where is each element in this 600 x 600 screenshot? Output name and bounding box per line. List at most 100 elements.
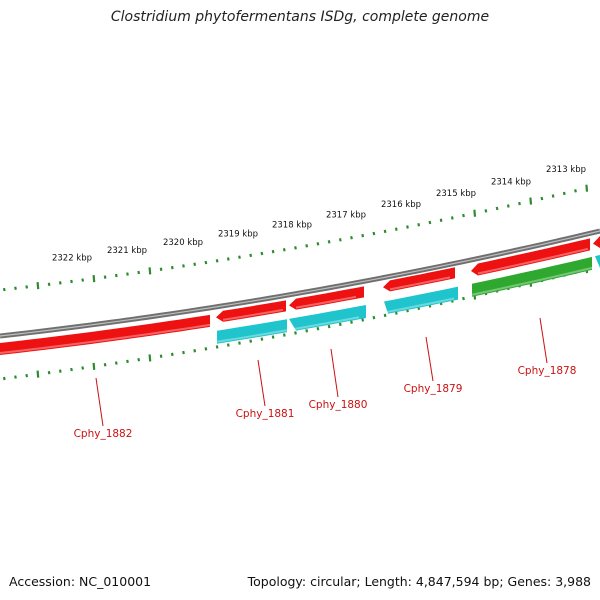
gene-label-leader [257,359,266,407]
scale-tick [215,345,219,349]
scale-labels: 2313 kbp 2314 kbp 2315 kbp 2316 kbp 2317 kbp… [52,165,586,263]
gene-label-leader [95,377,104,427]
gene-label: Cphy_1880 [309,399,368,411]
scale-tick [36,370,40,378]
scale-tick [495,206,499,211]
scale-tick [506,204,510,208]
scale-tick [327,324,331,329]
scale-tick [2,376,6,381]
scale-tick [148,354,152,362]
gene-label: Cphy_1882 [74,428,133,440]
scale-tick [249,339,253,343]
scale-tick [462,296,465,301]
gene-label-leader [330,348,339,398]
gene-reverse-shade [216,329,288,343]
scale-tick [383,313,387,318]
scale-tick [114,361,118,365]
gene-forward [593,236,600,248]
scale-tick [260,251,264,256]
scale-tick [126,272,129,276]
scale-tick [518,201,521,206]
scale-tick [551,194,555,198]
scale-tick [529,197,533,205]
scale-tick [2,287,6,292]
scale-label: 2314 kbp [491,177,531,187]
scale-tick [271,249,275,254]
scale-tick [193,262,197,266]
scale-tick [260,337,264,341]
scale-tick [215,259,219,263]
scale-tick [540,196,544,201]
scale-tick [462,213,465,218]
scale-tick [372,315,376,320]
scale-tick [383,229,387,234]
scale-tick [282,333,286,337]
scale-tick [305,244,309,248]
scale-tick [170,352,174,357]
gene-forward [383,267,455,292]
scale-tick [585,184,589,192]
scale-tick [372,231,376,236]
gene-label: Cphy_1881 [236,408,295,420]
gene-reverse [595,255,600,268]
scale-tick [103,363,107,367]
scale-tick [338,322,342,327]
gene-rna [472,256,592,297]
scale-tick [81,278,85,282]
gene-reverse [289,304,366,331]
gene-forward [0,314,210,355]
scale-tick [484,209,488,213]
accession-text: Accession: NC_010001 [9,574,152,589]
gene-forward-shade [0,323,211,354]
gene-features [0,236,600,355]
scale-tick [204,347,208,351]
scale-label: 2317 kbp [326,211,366,221]
scale-tick [92,275,96,283]
genome-backbone [0,228,600,339]
scale-label: 2322 kbp [52,253,92,263]
scale-tick [361,318,365,322]
scale-label: 2319 kbp [218,229,258,239]
gene-forward-shade [389,276,451,291]
backbone-highlight [0,230,600,337]
scale-tick [316,242,320,246]
gene-label: Cphy_1879 [404,383,463,395]
scale-tick [282,248,286,252]
scale-label: 2318 kbp [272,220,312,230]
genome-summary-text: Topology: circular; Length: 4,847,594 bp… [247,574,591,589]
scale-tick [394,227,398,231]
gene-forward [471,238,590,276]
scale-tick [338,238,342,242]
scale-tick [103,275,107,279]
scale-label: 2320 kbp [163,238,203,248]
scale-tick [238,255,241,259]
scale-tick [193,349,197,353]
scale-tick [14,286,17,290]
scale-tick [428,220,432,225]
scale-tick [47,370,51,375]
scale-tick [361,233,365,238]
gene-forward [216,300,286,322]
scale-tick [159,267,163,271]
scale-tick [350,320,353,324]
scale-tick [294,331,297,335]
scale-tick [249,253,253,258]
diagram-title: Clostridium phytofermentans ISDg, comple… [110,9,490,25]
scale-label: 2321 kbp [107,246,147,256]
gene-forward-shade [222,308,284,321]
scale-tick [81,366,85,370]
scale-label: 2316 kbp [381,200,421,210]
scale-tick [14,375,17,379]
scale-tick [238,341,241,345]
gene-label-leader [425,336,434,382]
scale-tick [305,329,309,333]
scale-tick [327,240,331,244]
gene-reverse [217,319,287,344]
scale-tick [25,285,29,289]
scale-tick [92,362,96,370]
scale-tick [574,189,577,193]
gene-label: Cphy_1878 [518,365,577,377]
scale-tick [417,223,421,227]
scale-tick [226,343,230,347]
